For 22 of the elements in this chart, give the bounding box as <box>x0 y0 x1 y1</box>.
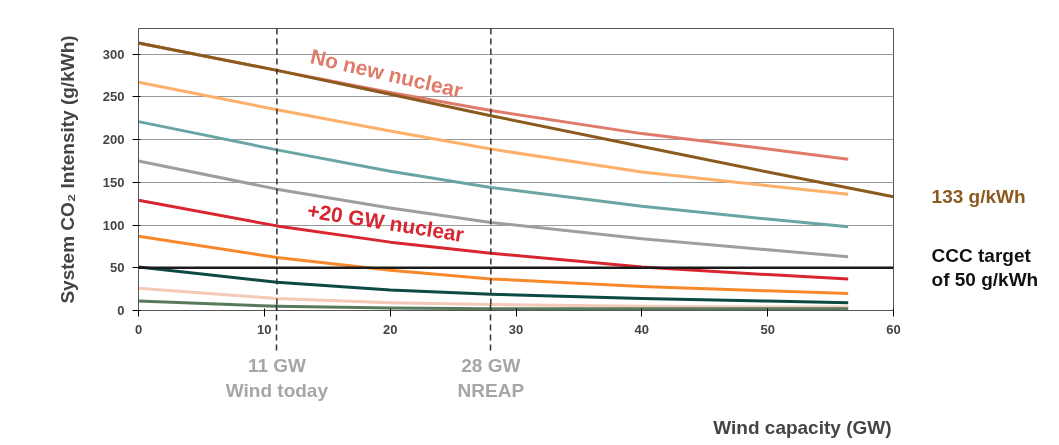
y-tick-label: 250 <box>102 89 125 105</box>
ref-line-label: CCC target of 50 g/kWh <box>931 245 1039 291</box>
y-tick-label: 100 <box>102 217 125 233</box>
y-tick-label: 200 <box>102 132 125 148</box>
x-tick-label: 30 <box>508 321 524 337</box>
x-tick-label: 10 <box>257 321 272 337</box>
y-tick-label: 300 <box>102 46 125 62</box>
ref-line-label: 11 GW Wind today <box>225 354 329 401</box>
y-tick-label: 0 <box>117 303 125 318</box>
x-tick-label: 20 <box>382 321 398 337</box>
x-tick-label: 40 <box>634 321 650 337</box>
ref-line-label: 28 GW NREAP <box>457 354 525 401</box>
x-tick-label: 50 <box>760 321 775 337</box>
y-tick-label: 50 <box>110 260 125 276</box>
annotation: 133 g/kWh <box>931 186 1026 208</box>
text: +20 GW nuclear <box>305 198 466 246</box>
y-tick-label: 150 <box>102 174 125 190</box>
x-tick-label: 60 <box>886 321 901 337</box>
x-axis-title: Wind capacity (GW) <box>713 417 892 438</box>
y-axis-title: System CO₂ Intensity (g/kWh) <box>56 35 78 304</box>
x-tick-label: 0 <box>134 321 143 337</box>
text: No new nuclear <box>308 44 465 102</box>
